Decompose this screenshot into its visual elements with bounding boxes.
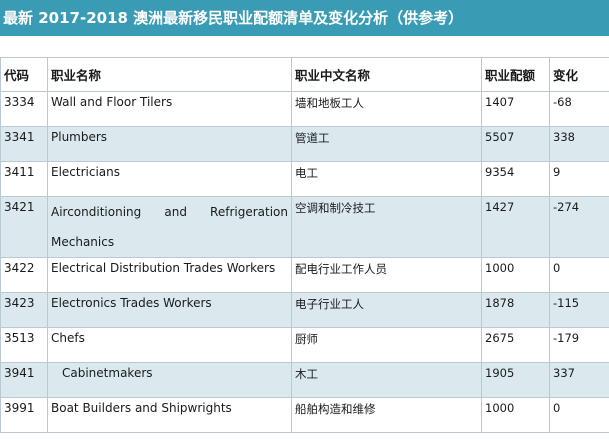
cell-code: 3421 bbox=[0, 196, 48, 258]
cell-change: 0 bbox=[549, 257, 609, 293]
cell-quota: 1000 bbox=[481, 397, 550, 433]
cell-name-en: Plumbers bbox=[47, 126, 292, 162]
cell-name-en: Boat Builders and Shipwrights bbox=[47, 397, 292, 433]
title-spacer bbox=[0, 36, 609, 57]
cell-name-en: Electricians bbox=[47, 161, 292, 197]
table-row: 3991 Boat Builders and Shipwrights 船舶构造和… bbox=[0, 397, 609, 433]
cell-name-en: Cabinetmakers bbox=[47, 362, 292, 398]
cell-name-cn: 墙和地板工人 bbox=[291, 91, 482, 127]
table-row: 3513 Chefs 厨师 2675 -179 bbox=[0, 327, 609, 363]
cell-name-cn: 空调和制冷技工 bbox=[291, 196, 482, 258]
cell-change: 9 bbox=[549, 161, 609, 197]
cell-quota: 1000 bbox=[481, 257, 550, 293]
table-row: 3423 Electronics Trades Workers 电子行业工人 1… bbox=[0, 292, 609, 328]
header-code: 代码 bbox=[0, 57, 48, 92]
cell-name-en: Electrical Distribution Trades Workers bbox=[47, 257, 292, 293]
cell-code: 3991 bbox=[0, 397, 48, 433]
cell-name-cn: 船舶构造和维修 bbox=[291, 397, 482, 433]
cell-change: 0 bbox=[549, 397, 609, 433]
cell-code: 3422 bbox=[0, 257, 48, 293]
cell-name-cn: 配电行业工作人员 bbox=[291, 257, 482, 293]
cell-change: -179 bbox=[549, 327, 609, 363]
cell-code: 3334 bbox=[0, 91, 48, 127]
cell-name-cn: 厨师 bbox=[291, 327, 482, 363]
cell-name-cn: 木工 bbox=[291, 362, 482, 398]
header-change: 变化 bbox=[549, 57, 609, 92]
cell-change: -274 bbox=[549, 196, 609, 258]
cell-name-cn: 管道工 bbox=[291, 126, 482, 162]
table-row: 3421 Airconditioning and Refrigeration M… bbox=[0, 196, 609, 258]
cell-code: 3411 bbox=[0, 161, 48, 197]
table-row: 3334 Wall and Floor Tilers 墙和地板工人 1407 -… bbox=[0, 91, 609, 127]
cell-quota: 1427 bbox=[481, 196, 550, 258]
cell-change: -68 bbox=[549, 91, 609, 127]
cell-code: 3513 bbox=[0, 327, 48, 363]
table-row: 3941 Cabinetmakers 木工 1905 337 bbox=[0, 362, 609, 398]
table-row: 3341 Plumbers 管道工 5507 338 bbox=[0, 126, 609, 162]
header-quota: 职业配额 bbox=[481, 57, 550, 92]
cell-code: 3341 bbox=[0, 126, 48, 162]
cell-quota: 5507 bbox=[481, 126, 550, 162]
cell-name-cn: 电工 bbox=[291, 161, 482, 197]
occupation-quota-table: 代码 职业名称 职业中文名称 职业配额 变化 3334 Wall and Flo… bbox=[0, 57, 609, 433]
cell-code: 3941 bbox=[0, 362, 48, 398]
cell-name-en: Electronics Trades Workers bbox=[47, 292, 292, 328]
header-name-cn: 职业中文名称 bbox=[291, 57, 482, 92]
cell-change: 338 bbox=[549, 126, 609, 162]
cell-change: 337 bbox=[549, 362, 609, 398]
cell-change: -115 bbox=[549, 292, 609, 328]
cell-quota: 1878 bbox=[481, 292, 550, 328]
table-row: 3411 Electricians 电工 9354 9 bbox=[0, 161, 609, 197]
cell-quota: 1905 bbox=[481, 362, 550, 398]
cell-name-cn: 电子行业工人 bbox=[291, 292, 482, 328]
cell-quota: 2675 bbox=[481, 327, 550, 363]
cell-quota: 1407 bbox=[481, 91, 550, 127]
cell-quota: 9354 bbox=[481, 161, 550, 197]
cell-name-en: Airconditioning and Refrigeration Mechan… bbox=[47, 196, 292, 258]
cell-name-en: Wall and Floor Tilers bbox=[47, 91, 292, 127]
table-row: 3422 Electrical Distribution Trades Work… bbox=[0, 257, 609, 293]
header-name-en: 职业名称 bbox=[47, 57, 292, 92]
table-header-row: 代码 职业名称 职业中文名称 职业配额 变化 bbox=[0, 57, 609, 92]
cell-code: 3423 bbox=[0, 292, 48, 328]
cell-name-en: Chefs bbox=[47, 327, 292, 363]
page-title: 最新 2017-2018 澳洲最新移民职业配额清单及变化分析（供参考） bbox=[0, 0, 609, 36]
